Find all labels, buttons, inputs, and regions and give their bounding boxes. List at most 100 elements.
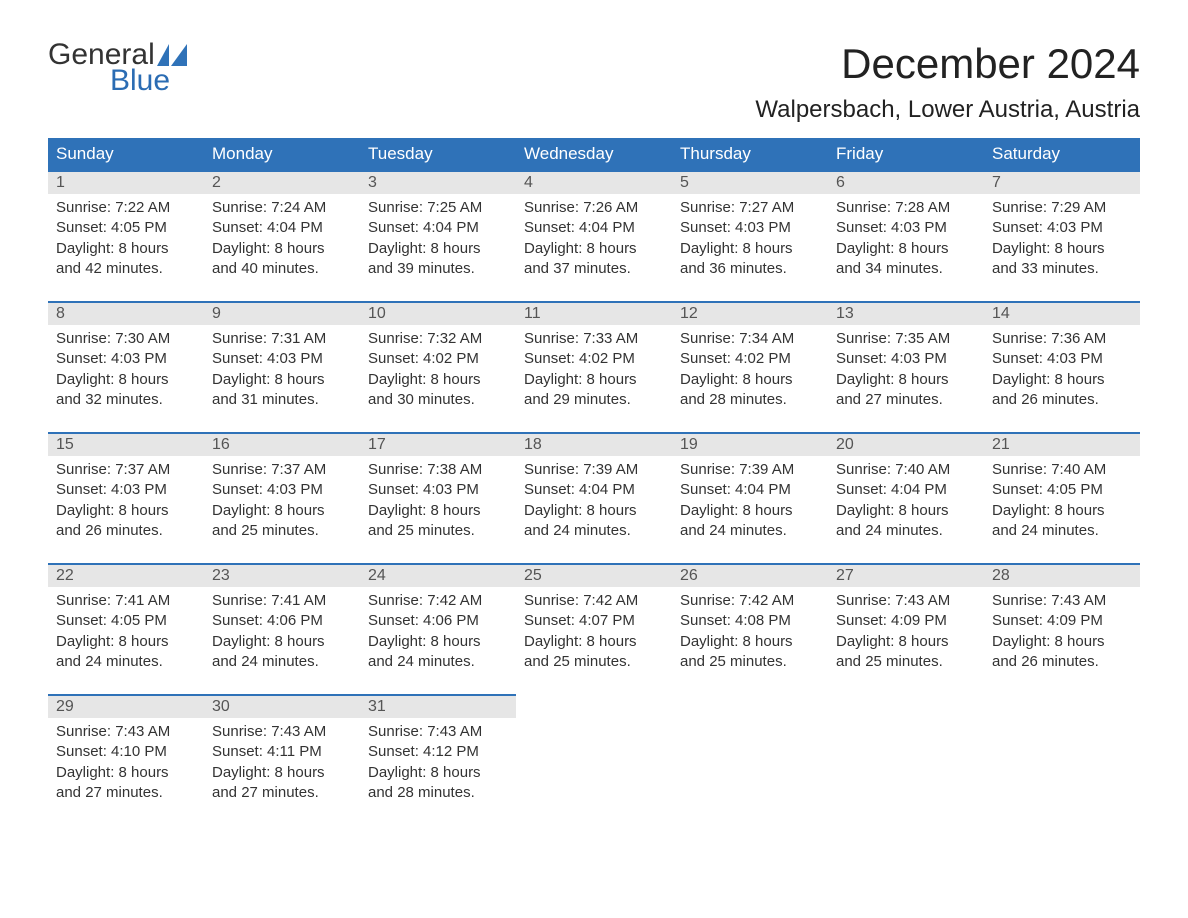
daylight-line-2: and 24 minutes.	[524, 521, 664, 541]
sunset-line: Sunset: 4:08 PM	[680, 611, 820, 631]
sunset-line: Sunset: 4:10 PM	[56, 742, 196, 762]
daynum-row: 293031	[48, 695, 1140, 718]
sunrise-line: Sunrise: 7:35 AM	[836, 329, 976, 349]
day-number-cell	[516, 695, 672, 718]
day-body-cell: Sunrise: 7:39 AMSunset: 4:04 PMDaylight:…	[516, 456, 672, 564]
day-body-cell: Sunrise: 7:27 AMSunset: 4:03 PMDaylight:…	[672, 194, 828, 302]
day-body-cell	[516, 718, 672, 825]
sunrise-line: Sunrise: 7:39 AM	[524, 460, 664, 480]
day-body-cell: Sunrise: 7:25 AMSunset: 4:04 PMDaylight:…	[360, 194, 516, 302]
month-title: December 2024	[755, 40, 1140, 88]
daylight-line-2: and 24 minutes.	[212, 652, 352, 672]
daylight-line-2: and 26 minutes.	[56, 521, 196, 541]
day-body-cell: Sunrise: 7:26 AMSunset: 4:04 PMDaylight:…	[516, 194, 672, 302]
day-body-cell: Sunrise: 7:43 AMSunset: 4:09 PMDaylight:…	[828, 587, 984, 695]
daylight-line-1: Daylight: 8 hours	[56, 763, 196, 783]
sunset-line: Sunset: 4:11 PM	[212, 742, 352, 762]
day-number-cell: 6	[828, 171, 984, 194]
daylight-line-1: Daylight: 8 hours	[368, 239, 508, 259]
weekday-header-row: SundayMondayTuesdayWednesdayThursdayFrid…	[48, 138, 1140, 171]
sunset-line: Sunset: 4:02 PM	[524, 349, 664, 369]
day-body-cell	[672, 718, 828, 825]
daylight-line-1: Daylight: 8 hours	[836, 632, 976, 652]
sunset-line: Sunset: 4:03 PM	[56, 480, 196, 500]
daylight-line-2: and 28 minutes.	[680, 390, 820, 410]
day-number-cell: 17	[360, 433, 516, 456]
day-number-cell: 25	[516, 564, 672, 587]
day-number-cell: 29	[48, 695, 204, 718]
day-body-cell: Sunrise: 7:39 AMSunset: 4:04 PMDaylight:…	[672, 456, 828, 564]
sunset-line: Sunset: 4:05 PM	[56, 218, 196, 238]
daylight-line-1: Daylight: 8 hours	[836, 501, 976, 521]
weekday-header: Monday	[204, 138, 360, 171]
day-number-cell: 10	[360, 302, 516, 325]
day-body-cell: Sunrise: 7:43 AMSunset: 4:09 PMDaylight:…	[984, 587, 1140, 695]
sunset-line: Sunset: 4:03 PM	[368, 480, 508, 500]
sunrise-line: Sunrise: 7:33 AM	[524, 329, 664, 349]
logo: General Blue	[48, 40, 187, 96]
daynum-row: 22232425262728	[48, 564, 1140, 587]
sunset-line: Sunset: 4:06 PM	[368, 611, 508, 631]
sunrise-line: Sunrise: 7:41 AM	[212, 591, 352, 611]
daylight-line-1: Daylight: 8 hours	[56, 370, 196, 390]
day-number-cell: 28	[984, 564, 1140, 587]
day-number-cell: 1	[48, 171, 204, 194]
day-number-cell: 31	[360, 695, 516, 718]
day-body-cell: Sunrise: 7:22 AMSunset: 4:05 PMDaylight:…	[48, 194, 204, 302]
day-body-row: Sunrise: 7:41 AMSunset: 4:05 PMDaylight:…	[48, 587, 1140, 695]
day-number-cell: 24	[360, 564, 516, 587]
day-number-cell: 23	[204, 564, 360, 587]
day-number-cell: 27	[828, 564, 984, 587]
day-body-cell: Sunrise: 7:42 AMSunset: 4:06 PMDaylight:…	[360, 587, 516, 695]
daylight-line-2: and 27 minutes.	[212, 783, 352, 803]
day-body-cell: Sunrise: 7:40 AMSunset: 4:04 PMDaylight:…	[828, 456, 984, 564]
sunset-line: Sunset: 4:04 PM	[212, 218, 352, 238]
daylight-line-1: Daylight: 8 hours	[680, 370, 820, 390]
sunset-line: Sunset: 4:07 PM	[524, 611, 664, 631]
sunset-line: Sunset: 4:04 PM	[836, 480, 976, 500]
sunrise-line: Sunrise: 7:43 AM	[368, 722, 508, 742]
sunrise-line: Sunrise: 7:29 AM	[992, 198, 1132, 218]
day-body-cell: Sunrise: 7:38 AMSunset: 4:03 PMDaylight:…	[360, 456, 516, 564]
sunrise-line: Sunrise: 7:28 AM	[836, 198, 976, 218]
day-number-cell: 15	[48, 433, 204, 456]
sunrise-line: Sunrise: 7:42 AM	[368, 591, 508, 611]
weekday-header: Wednesday	[516, 138, 672, 171]
day-number-cell: 16	[204, 433, 360, 456]
day-number-cell: 11	[516, 302, 672, 325]
sunrise-line: Sunrise: 7:38 AM	[368, 460, 508, 480]
sunrise-line: Sunrise: 7:43 AM	[836, 591, 976, 611]
day-body-cell: Sunrise: 7:34 AMSunset: 4:02 PMDaylight:…	[672, 325, 828, 433]
day-body-cell: Sunrise: 7:43 AMSunset: 4:12 PMDaylight:…	[360, 718, 516, 825]
daylight-line-2: and 25 minutes.	[680, 652, 820, 672]
daylight-line-2: and 24 minutes.	[56, 652, 196, 672]
daylight-line-1: Daylight: 8 hours	[680, 501, 820, 521]
page-header: General Blue December 2024 Walpersbach, …	[48, 40, 1140, 124]
day-body-cell: Sunrise: 7:31 AMSunset: 4:03 PMDaylight:…	[204, 325, 360, 433]
sunset-line: Sunset: 4:03 PM	[56, 349, 196, 369]
daylight-line-1: Daylight: 8 hours	[56, 632, 196, 652]
daylight-line-1: Daylight: 8 hours	[992, 632, 1132, 652]
sunrise-line: Sunrise: 7:37 AM	[56, 460, 196, 480]
daynum-row: 1234567	[48, 171, 1140, 194]
sunrise-line: Sunrise: 7:43 AM	[56, 722, 196, 742]
daylight-line-2: and 33 minutes.	[992, 259, 1132, 279]
daylight-line-1: Daylight: 8 hours	[368, 632, 508, 652]
daylight-line-2: and 27 minutes.	[836, 390, 976, 410]
daylight-line-1: Daylight: 8 hours	[992, 501, 1132, 521]
daylight-line-2: and 25 minutes.	[524, 652, 664, 672]
daylight-line-2: and 30 minutes.	[368, 390, 508, 410]
sunset-line: Sunset: 4:05 PM	[992, 480, 1132, 500]
daylight-line-1: Daylight: 8 hours	[212, 501, 352, 521]
day-number-cell: 30	[204, 695, 360, 718]
sunrise-line: Sunrise: 7:36 AM	[992, 329, 1132, 349]
sunrise-line: Sunrise: 7:31 AM	[212, 329, 352, 349]
day-number-cell: 7	[984, 171, 1140, 194]
daylight-line-1: Daylight: 8 hours	[836, 370, 976, 390]
daylight-line-2: and 42 minutes.	[56, 259, 196, 279]
daylight-line-1: Daylight: 8 hours	[524, 239, 664, 259]
day-number-cell: 4	[516, 171, 672, 194]
day-body-cell: Sunrise: 7:33 AMSunset: 4:02 PMDaylight:…	[516, 325, 672, 433]
title-block: December 2024 Walpersbach, Lower Austria…	[755, 40, 1140, 124]
day-number-cell: 19	[672, 433, 828, 456]
